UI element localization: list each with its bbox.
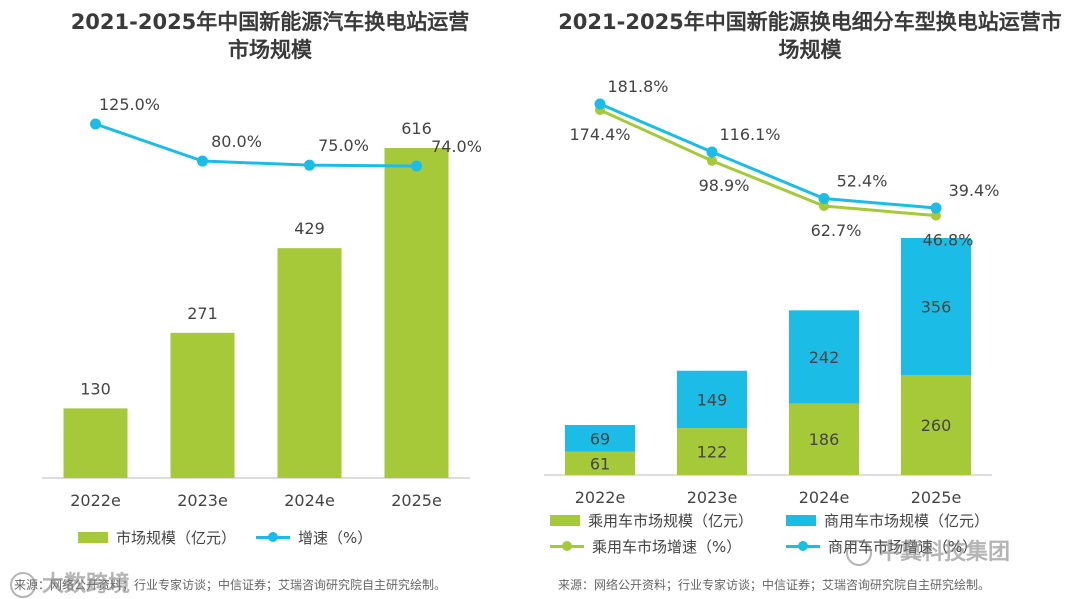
- legend-item-market-size: 市场规模（亿元）: [78, 527, 236, 548]
- x-tick-label-2023e: 2023e: [687, 488, 738, 507]
- legend-item-passenger-size: 乘用车市场规模（亿元）: [550, 510, 766, 531]
- x-tick-label-2023e: 2023e: [177, 491, 228, 510]
- bar-label-market-size-2025e: 616: [401, 119, 432, 138]
- left-chart-title: 2021-2025年中国新能源汽车换电站运营 市场规模: [0, 8, 540, 64]
- left-chart-panel: 2021-2025年中国新能源汽车换电站运营 市场规模 130 2022e 271 2…: [0, 8, 540, 598]
- bar-commercial-2024e: [789, 310, 859, 404]
- legend-swatch-line: [550, 540, 584, 552]
- bar-label-commercial-2024e: 242: [809, 348, 840, 367]
- point-label-commercial-growth-2025e: 39.4%: [949, 181, 1000, 200]
- right-chart-panel: 2021-2025年中国新能源换电细分车型换电站运营市 场规模 61 69 2022…: [540, 0, 1080, 599]
- watermark-logo-icon: [10, 572, 36, 598]
- bar-passenger-2023e: [677, 428, 747, 475]
- legend-label-commercial-size: 商用车市场规模（亿元）: [824, 511, 990, 530]
- x-tick-label-2024e: 2024e: [284, 491, 335, 510]
- legend-label-passenger-size: 乘用车市场规模（亿元）: [588, 511, 754, 530]
- bar-label-commercial-2022e: 69: [590, 429, 610, 448]
- bar-label-passenger-2023e: 122: [697, 443, 728, 462]
- left-chart-plot: 130 2022e 271 2023e 429 2024e 616 2025e 125.0% 80…: [42, 95, 482, 510]
- bar-label-commercial-2025e: 356: [921, 297, 952, 316]
- right-chart-plot: 61 69 2022e 122 149 2023e 186 242 2024e 260 356 202…: [544, 77, 1000, 507]
- line-passenger-growth: [599, 108, 937, 218]
- legend-label-market-size: 市场规模（亿元）: [116, 528, 237, 547]
- legend-swatch-bar: [550, 514, 580, 526]
- legend-swatch-line: [256, 531, 291, 543]
- point-growth-2023e: [197, 155, 208, 167]
- x-tick-label-2022e: 2022e: [70, 491, 121, 510]
- legend-label-passenger-growth: 乘用车市场增速（%）: [592, 537, 742, 556]
- point-label-passenger-growth-2025e: 46.8%: [923, 231, 974, 250]
- right-watermark-text: 中冀科技集团: [878, 540, 1011, 565]
- bar-label-commercial-2023e: 149: [697, 390, 728, 409]
- left-legend: 市场规模（亿元） 增速（%）: [78, 524, 392, 550]
- right-title-line2: 场规模: [778, 38, 842, 62]
- legend-item-growth: 增速（%）: [256, 527, 372, 548]
- legend-swatch-bar: [786, 514, 816, 526]
- bar-market-size-2022e: [63, 408, 128, 478]
- right-source-note: 来源：网络公开资料；行业专家访谈；中信证券；艾瑞咨询研究院自主研究绘制。: [558, 578, 991, 592]
- x-tick-label-2025e: 2025e: [391, 491, 442, 510]
- bar-label-passenger-2025e: 260: [921, 416, 952, 435]
- bar-passenger-2024e: [789, 403, 859, 475]
- left-title-line1: 2021-2025年中国新能源汽车换电站运营: [70, 10, 470, 34]
- point-label-growth-2025e: 74.0%: [431, 137, 482, 156]
- point-commercial-growth-2023e: [706, 146, 718, 158]
- x-tick-label-2025e: 2025e: [911, 488, 962, 507]
- bar-commercial-2023e: [677, 370, 747, 429]
- bar-label-market-size-2022e: 130: [80, 379, 111, 398]
- point-label-passenger-growth-2022e: 174.4%: [569, 125, 630, 144]
- bar-market-size-2025e: [384, 148, 449, 478]
- bar-label-market-size-2023e: 271: [187, 304, 218, 323]
- point-label-growth-2024e: 75.0%: [318, 136, 369, 155]
- right-title-line1: 2021-2025年中国新能源换电细分车型换电站运营市: [558, 10, 1062, 34]
- bar-label-passenger-2022e: 61: [590, 454, 610, 473]
- point-label-growth-2023e: 80.0%: [211, 132, 262, 151]
- point-growth-2025e: [411, 160, 422, 172]
- point-growth-2022e: [90, 118, 101, 130]
- bar-label-market-size-2024e: 429: [294, 219, 325, 238]
- point-passenger-growth-2024e: [819, 200, 829, 211]
- point-commercial-growth-2025e: [930, 202, 942, 214]
- point-passenger-growth-2025e: [931, 210, 941, 221]
- point-passenger-growth-2023e: [707, 155, 717, 166]
- x-tick-label-2022e: 2022e: [575, 488, 626, 507]
- x-tick-label-2024e: 2024e: [799, 488, 850, 507]
- point-commercial-growth-2024e: [818, 193, 830, 205]
- bar-market-size-2024e: [277, 248, 342, 478]
- legend-swatch-bar: [78, 531, 108, 543]
- left-watermark-text: 大数跨境: [42, 572, 131, 597]
- point-label-growth-2022e: 125.0%: [99, 95, 160, 114]
- point-commercial-growth-2022e: [594, 98, 606, 110]
- line-commercial-growth: [599, 102, 937, 210]
- point-label-passenger-growth-2023e: 98.9%: [699, 176, 750, 195]
- bar-commercial-2022e: [565, 424, 635, 452]
- left-title-line2: 市场规模: [228, 38, 312, 62]
- right-watermark: 中冀科技集团: [846, 534, 1010, 566]
- left-watermark: 大数跨境: [10, 566, 130, 598]
- bar-commercial-2025e: [901, 238, 971, 375]
- legend-swatch-line: [786, 540, 820, 552]
- point-label-passenger-growth-2024e: 62.7%: [811, 221, 862, 240]
- left-source-note: 来源：网络公开资料；行业专家访谈；中信证券；艾瑞咨询研究院自主研究绘制。: [14, 578, 447, 592]
- line-growth: [95, 122, 417, 168]
- point-label-commercial-growth-2023e: 116.1%: [719, 125, 780, 144]
- right-chart-title: 2021-2025年中国新能源换电细分车型换电站运营市 场规模: [540, 8, 1080, 64]
- legend-item-commercial-size: 商用车市场规模（亿元）: [786, 510, 989, 531]
- bar-passenger-2025e: [901, 374, 971, 475]
- point-label-commercial-growth-2024e: 52.4%: [837, 172, 888, 191]
- legend-label-growth: 增速（%）: [298, 528, 373, 547]
- bar-label-passenger-2024e: 186: [809, 430, 840, 449]
- point-label-commercial-growth-2022e: 181.8%: [607, 77, 668, 96]
- bar-market-size-2023e: [170, 332, 235, 478]
- point-growth-2024e: [304, 159, 315, 171]
- legend-item-passenger-growth: 乘用车市场增速（%）: [550, 536, 766, 557]
- watermark-logo-icon: [846, 540, 872, 566]
- bar-passenger-2022e: [565, 451, 635, 475]
